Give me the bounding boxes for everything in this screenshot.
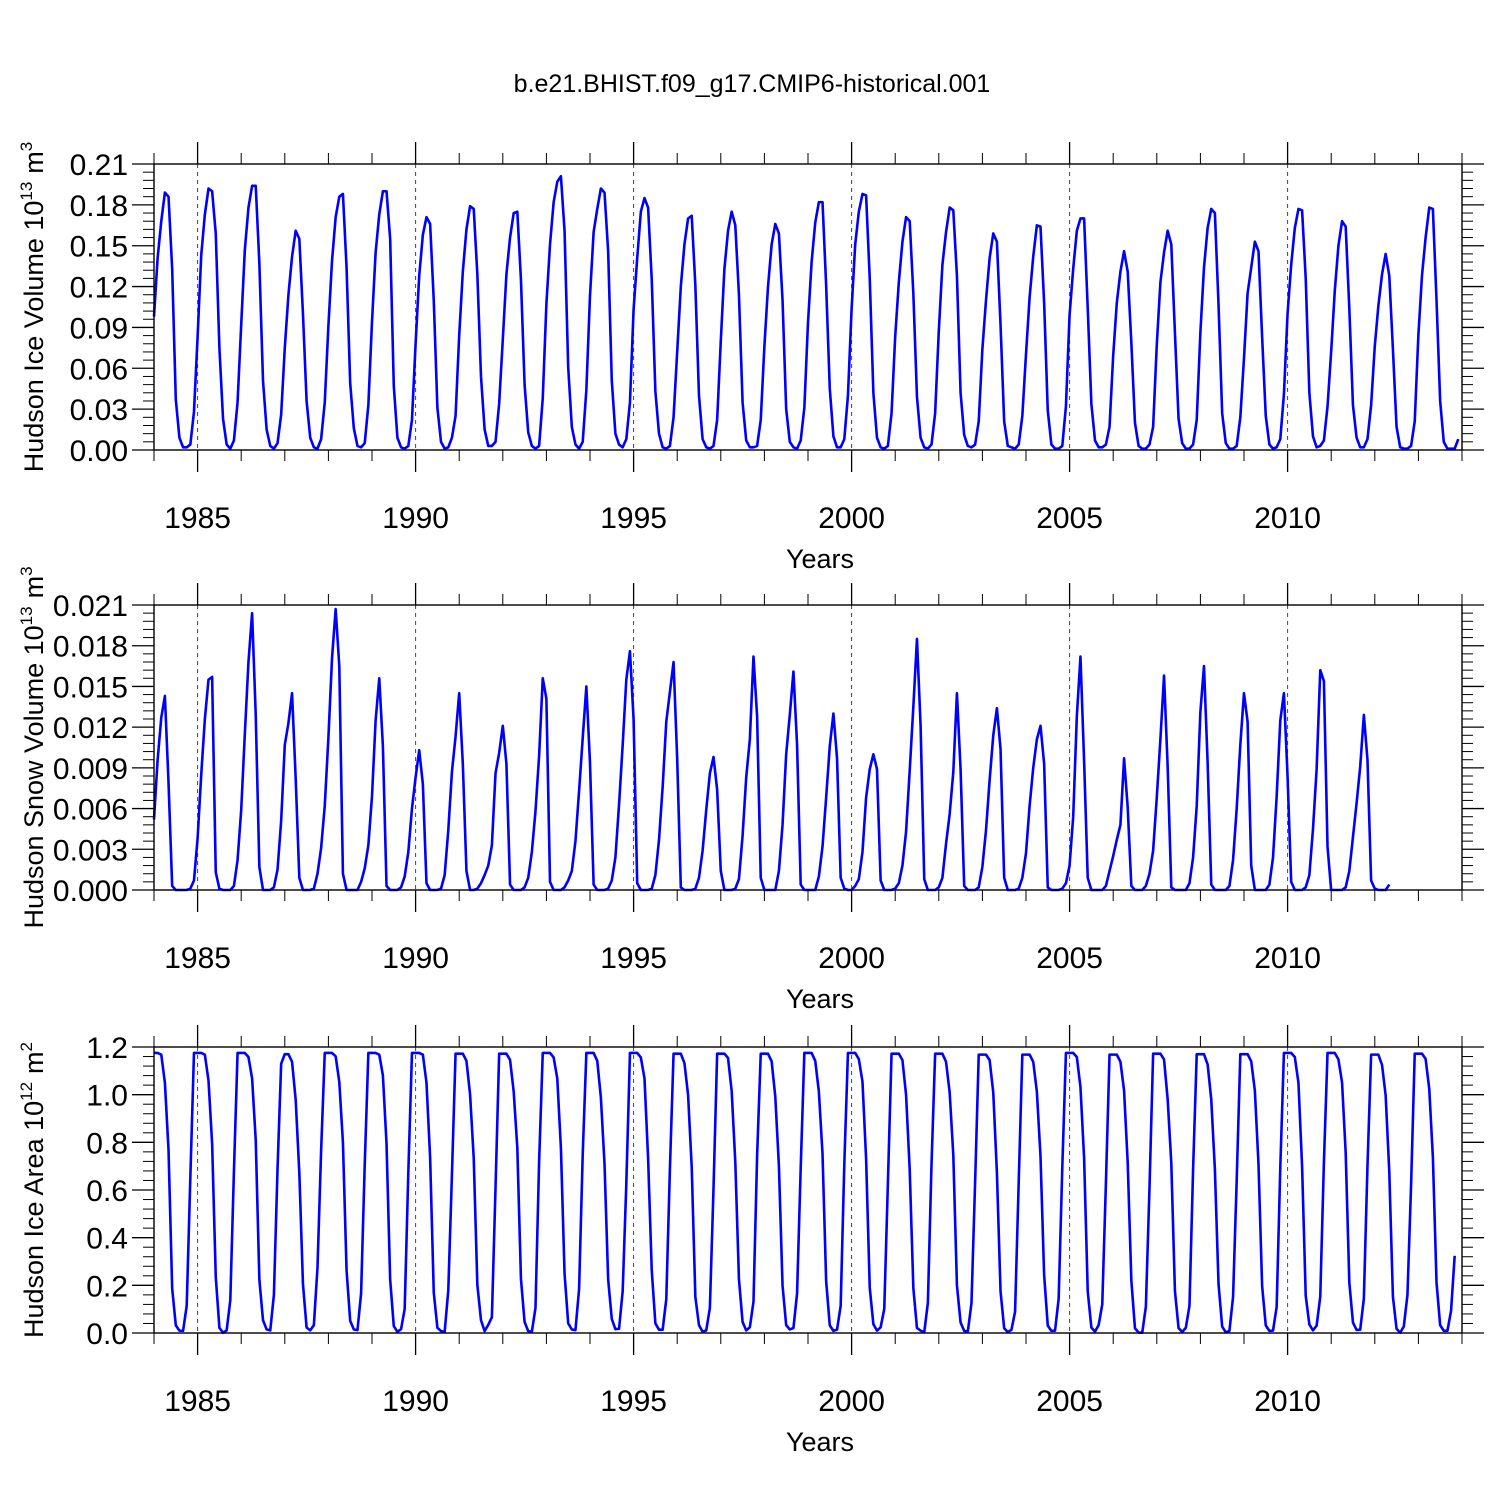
y-tick-label: 0.12 — [70, 272, 128, 305]
series-line — [154, 1051, 1456, 1335]
series-line — [152, 174, 1460, 450]
y-tick-label: 0.2 — [86, 1270, 128, 1303]
y-tick-label: 0.021 — [53, 590, 128, 623]
x-tick-label: 2000 — [818, 942, 885, 975]
y-axis-label-text: Hudson Ice Volume 10 — [19, 201, 49, 473]
y-tick-label: 0.6 — [86, 1175, 128, 1208]
y-axis-label-exponent: 12 — [17, 1082, 36, 1101]
y-tick-label: 0.4 — [86, 1223, 128, 1256]
y-axis-label-unit-exponent: 2 — [17, 1042, 36, 1051]
y-tick-label: 0.000 — [53, 875, 128, 908]
y-axis-label-unit: m — [19, 151, 49, 174]
panel-ice-volume: 0.00 0.03 0.06 0.09 0.12 0.15 0.18 0.21 1985 1990… — [17, 142, 1484, 574]
y-axis-label: Hudson Snow Volume 1013 m3 — [17, 566, 49, 928]
x-tick-label: 1995 — [600, 502, 667, 535]
x-tick-label: 2010 — [1254, 502, 1321, 535]
y-tick-label: 0.006 — [53, 794, 128, 827]
y-tick-label: 0.03 — [70, 394, 128, 427]
y-tick-label: 0.8 — [86, 1127, 128, 1160]
x-tick-label: 1990 — [382, 1385, 449, 1418]
y-tick-label: 1.0 — [86, 1080, 128, 1113]
x-tick-label: 2010 — [1254, 942, 1321, 975]
y-tick-label: 0.18 — [70, 190, 128, 223]
y-tick-label: 0.21 — [70, 149, 128, 182]
x-axis-label: Years — [786, 544, 854, 574]
plot-frame — [153, 1046, 1463, 1334]
y-tick-label: 0.15 — [70, 231, 128, 264]
x-tick-label: 1985 — [164, 1385, 231, 1418]
y-tick-label: 0.003 — [53, 834, 128, 867]
y-axis-label-unit-exponent: 3 — [17, 566, 36, 575]
series-line — [152, 607, 1391, 892]
y-tick-label: 1.2 — [86, 1032, 128, 1065]
panel-ice-area: 0.0 0.2 0.4 0.6 0.8 1.0 1.2 1985 1990 1995 2000 200… — [17, 1025, 1484, 1457]
x-tick-label: 2005 — [1036, 942, 1103, 975]
y-axis-label-exponent: 13 — [17, 606, 36, 625]
x-tick-label: 2005 — [1036, 1385, 1103, 1418]
y-axis-label-text: Hudson Ice Area 10 — [19, 1101, 49, 1338]
x-tick-label: 2010 — [1254, 1385, 1321, 1418]
y-axis-label: Hudson Ice Area 1012 m2 — [17, 1042, 49, 1338]
y-axis-label-exponent: 13 — [17, 182, 36, 201]
chart-title: b.e21.BHIST.f09_g17.CMIP6-historical.001 — [514, 70, 991, 98]
y-axis-label: Hudson Ice Volume 1013 m3 — [17, 142, 49, 473]
y-tick-label: 0.06 — [70, 353, 128, 386]
x-tick-label: 2000 — [818, 1385, 885, 1418]
y-tick-label: 0.009 — [53, 753, 128, 786]
y-tick-label: 0.018 — [53, 631, 128, 664]
x-tick-label: 1985 — [164, 942, 231, 975]
y-axis-label-unit-exponent: 3 — [17, 142, 36, 151]
panel-snow-volume: 0.000 0.003 0.006 0.009 0.012 0.015 0.018 0.021… — [17, 566, 1484, 1014]
x-tick-label: 2000 — [818, 502, 885, 535]
y-axis-label-unit: m — [19, 576, 49, 599]
x-axis-label: Years — [786, 984, 854, 1014]
x-tick-label: 1985 — [164, 502, 231, 535]
y-axis-label-text: Hudson Snow Volume 10 — [19, 625, 49, 928]
x-tick-label: 1990 — [382, 942, 449, 975]
plot-frame — [153, 604, 1463, 891]
y-tick-label: 0.015 — [53, 671, 128, 704]
y-tick-label: 0.0 — [86, 1318, 128, 1351]
y-tick-label: 0.012 — [53, 712, 128, 745]
x-axis-label: Years — [786, 1427, 854, 1457]
x-tick-label: 1995 — [600, 1385, 667, 1418]
x-tick-label: 1990 — [382, 502, 449, 535]
x-tick-label: 1995 — [600, 942, 667, 975]
x-tick-label: 2005 — [1036, 502, 1103, 535]
y-tick-label: 0.00 — [70, 435, 128, 468]
y-tick-label: 0.09 — [70, 312, 128, 345]
y-axis-label-unit: m — [19, 1051, 49, 1074]
